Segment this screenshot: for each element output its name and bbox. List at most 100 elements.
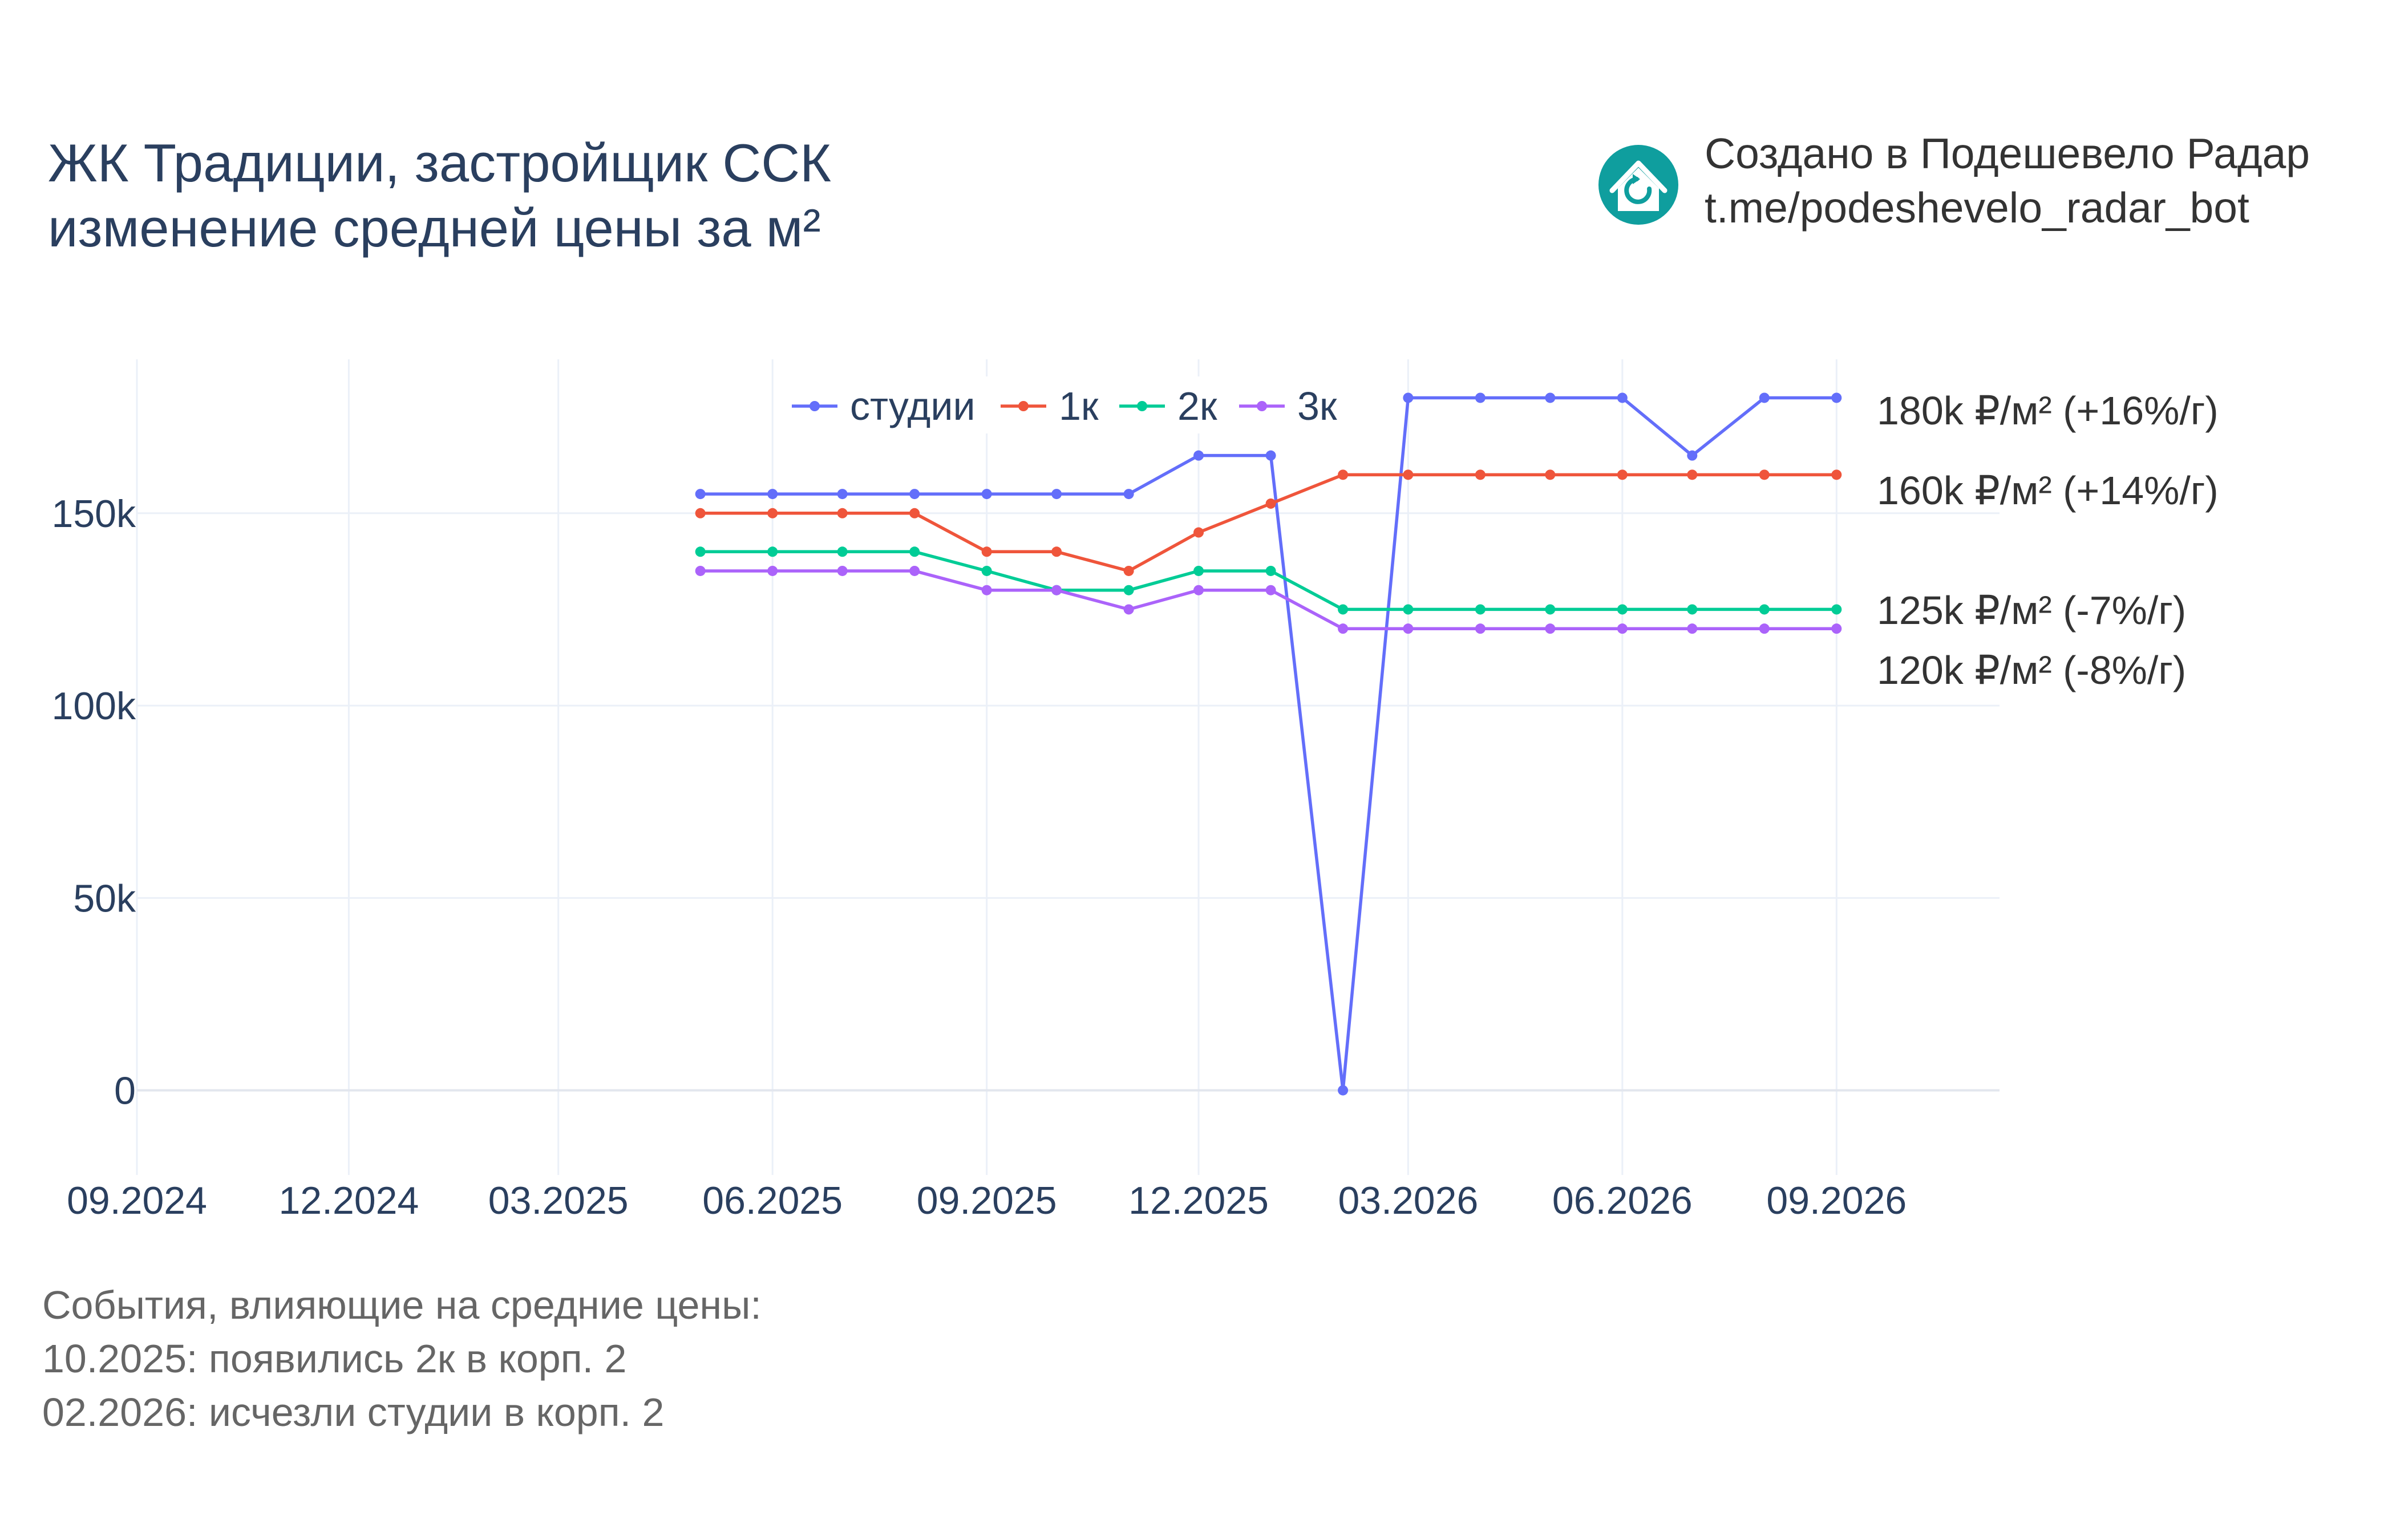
data-point[interactable] [1403, 469, 1414, 480]
data-point[interactable] [981, 546, 992, 557]
notes-item-2: 02.2026: исчезли студии в корп. 2 [42, 1390, 664, 1434]
data-point[interactable] [909, 508, 920, 518]
brand-name: Создано в Подешевело Радар [1705, 129, 2310, 177]
data-point[interactable] [981, 489, 992, 500]
data-point[interactable] [1123, 604, 1134, 615]
grid [136, 359, 2000, 1175]
data-point[interactable] [1545, 604, 1556, 615]
x-tick-label: 12.2025 [1128, 1179, 1269, 1222]
legend-item[interactable]: 2к [1119, 384, 1217, 428]
data-point[interactable] [1545, 623, 1556, 634]
notes-heading: События, влияющие на средние цены: [42, 1283, 762, 1327]
data-point[interactable] [1265, 585, 1276, 595]
data-point[interactable] [1617, 604, 1628, 615]
legend-swatch-marker [1018, 401, 1029, 411]
data-point[interactable] [1123, 585, 1134, 595]
end-label: 160k ₽/м² (+14%/г) [1877, 468, 2219, 513]
data-point[interactable] [1051, 489, 1062, 500]
data-point[interactable] [837, 489, 848, 500]
x-tick-label: 03.2026 [1338, 1179, 1478, 1222]
data-point[interactable] [909, 489, 920, 500]
data-point[interactable] [1687, 623, 1698, 634]
data-point[interactable] [1687, 450, 1698, 461]
data-point[interactable] [1475, 469, 1486, 480]
series-3 [695, 546, 1842, 615]
data-point[interactable] [1338, 1085, 1349, 1096]
data-point[interactable] [1265, 565, 1276, 576]
legend-label: 1к [1059, 384, 1099, 428]
data-point[interactable] [1475, 604, 1486, 615]
series-line [700, 473, 1837, 573]
data-point[interactable] [1617, 469, 1628, 480]
data-point[interactable] [1338, 604, 1349, 615]
data-point[interactable] [1759, 604, 1770, 615]
house-refresh-icon [1609, 160, 1668, 211]
data-point[interactable] [1545, 469, 1556, 480]
data-point[interactable] [909, 565, 920, 576]
data-point[interactable] [1687, 604, 1698, 615]
data-point[interactable] [767, 508, 778, 518]
end-label: 180k ₽/м² (+16%/г) [1877, 388, 2219, 433]
data-point[interactable] [981, 585, 992, 595]
series [695, 392, 1842, 1096]
data-point[interactable] [1831, 623, 1842, 634]
series-2 [695, 469, 1842, 576]
data-point[interactable] [837, 565, 848, 576]
x-tick-label: 06.2026 [1552, 1179, 1693, 1222]
data-point[interactable] [1759, 469, 1770, 480]
data-point[interactable] [981, 565, 992, 576]
brand-logo [1598, 145, 1678, 225]
end-label: 120k ₽/м² (-8%/г) [1877, 648, 2186, 692]
legend: студии 1к 2к 3к [784, 376, 1349, 433]
data-point[interactable] [695, 546, 706, 557]
brand-link[interactable]: t.me/podeshevelo_radar_bot [1705, 184, 2249, 232]
data-point[interactable] [1759, 392, 1770, 403]
data-point[interactable] [1123, 565, 1134, 576]
data-point[interactable] [837, 508, 848, 518]
legend-item[interactable]: 1к [1001, 384, 1099, 428]
data-point[interactable] [695, 489, 706, 500]
data-point[interactable] [1617, 623, 1628, 634]
chart-title-line-2: изменение средней цены за м² [48, 198, 821, 258]
data-point[interactable] [1403, 604, 1414, 615]
data-point[interactable] [1193, 527, 1204, 538]
y-tick-label: 150k [52, 492, 136, 536]
data-point[interactable] [1051, 546, 1062, 557]
end-label: 125k ₽/м² (-7%/г) [1877, 588, 2186, 633]
data-point[interactable] [837, 546, 848, 557]
y-tick-label: 50k [73, 877, 136, 920]
x-tick-label: 12.2024 [278, 1179, 419, 1222]
data-point[interactable] [1403, 623, 1414, 634]
data-point[interactable] [1831, 604, 1842, 615]
data-point[interactable] [1475, 392, 1486, 403]
data-point[interactable] [1617, 392, 1628, 403]
data-point[interactable] [1687, 469, 1698, 480]
data-point[interactable] [1193, 565, 1204, 576]
data-point[interactable] [1193, 585, 1204, 595]
data-point[interactable] [1193, 450, 1204, 461]
data-point[interactable] [767, 565, 778, 576]
legend-item[interactable]: 3к [1239, 384, 1337, 428]
data-point[interactable] [767, 546, 778, 557]
legend-swatch-marker [1257, 401, 1267, 411]
legend-item[interactable]: студии [792, 384, 976, 428]
data-point[interactable] [1403, 392, 1414, 403]
data-point[interactable] [1545, 392, 1556, 403]
data-point[interactable] [767, 489, 778, 500]
legend-swatch-marker [810, 401, 820, 411]
data-point[interactable] [1123, 489, 1134, 500]
data-point[interactable] [1759, 623, 1770, 634]
data-point[interactable] [1338, 623, 1349, 634]
data-point[interactable] [1338, 469, 1349, 480]
data-point[interactable] [909, 546, 920, 557]
data-point[interactable] [1265, 450, 1276, 461]
data-point[interactable] [1831, 392, 1842, 403]
data-point[interactable] [1051, 585, 1062, 595]
data-point[interactable] [1831, 469, 1842, 480]
legend-label: 2к [1177, 384, 1217, 428]
data-point[interactable] [695, 508, 706, 518]
data-point[interactable] [1265, 498, 1276, 509]
data-point[interactable] [1475, 623, 1486, 634]
data-point[interactable] [695, 565, 706, 576]
